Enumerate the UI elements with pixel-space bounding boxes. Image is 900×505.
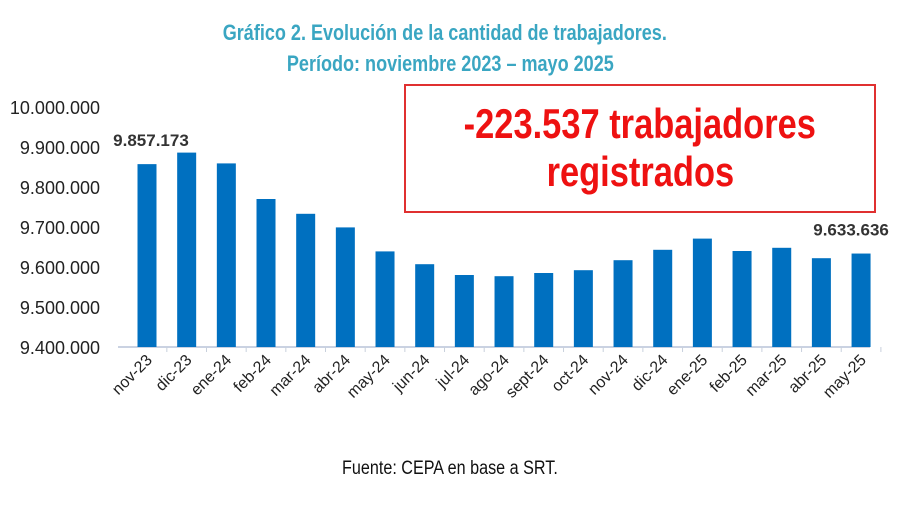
data-label-nov-23: 9.857.173 bbox=[113, 131, 189, 150]
x-tick-label: sept-24 bbox=[503, 352, 553, 402]
x-tick-label: may-25 bbox=[820, 352, 870, 402]
bar-ene-24 bbox=[216, 163, 236, 347]
y-tick-label: 9.500.000 bbox=[20, 298, 100, 318]
bar-abr-24 bbox=[335, 227, 355, 347]
y-tick-label: 9.800.000 bbox=[20, 178, 100, 198]
bar-jul-24 bbox=[454, 275, 474, 347]
bar-may-24 bbox=[375, 251, 395, 347]
x-tick-label: nov-24 bbox=[585, 352, 632, 399]
data-label-may-25: 9.633.636 bbox=[813, 221, 889, 240]
bar-ene-25 bbox=[692, 238, 712, 347]
x-tick-label: nov-23 bbox=[109, 352, 156, 399]
bar-mar-24 bbox=[296, 213, 316, 347]
bar-dic-23 bbox=[177, 152, 197, 347]
bar-jun-24 bbox=[415, 264, 435, 347]
bar-oct-24 bbox=[573, 270, 593, 347]
annotation-box: -223.537 trabajadores registrados bbox=[404, 84, 876, 213]
x-tick-label: ene-25 bbox=[664, 352, 711, 399]
annotation-line-2: registrados bbox=[546, 148, 734, 195]
chart-title: Gráfico 2. Evolución de la cantidad de t… bbox=[222, 20, 668, 45]
y-tick-label: 10.000.000 bbox=[10, 98, 100, 118]
x-tick-label: jun-24 bbox=[389, 352, 433, 396]
bar-dic-24 bbox=[653, 249, 673, 347]
chart-subtitle: Período: noviembre 2023 – mayo 2025 bbox=[286, 51, 614, 76]
bar-sept-24 bbox=[534, 273, 554, 347]
bar-may-25 bbox=[851, 253, 871, 347]
x-tick-label: ene-24 bbox=[188, 352, 235, 399]
x-tick-label: oct-24 bbox=[549, 352, 593, 396]
bar-abr-25 bbox=[811, 258, 831, 347]
y-tick-label: 9.900.000 bbox=[20, 138, 100, 158]
annotation-line-1: -223.537 trabajadores bbox=[463, 100, 817, 147]
bar-ago-24 bbox=[494, 276, 514, 347]
bar-feb-25 bbox=[732, 251, 752, 347]
x-tick-label: may-24 bbox=[344, 352, 394, 402]
bar-nov-24 bbox=[613, 260, 633, 347]
source-note: Fuente: CEPA en base a SRT. bbox=[342, 458, 558, 479]
x-tick-label: mar-25 bbox=[743, 352, 791, 400]
y-tick-label: 9.400.000 bbox=[20, 338, 100, 358]
bar-mar-25 bbox=[772, 247, 792, 347]
y-tick-label: 9.700.000 bbox=[20, 218, 100, 238]
x-tick-label: mar-24 bbox=[267, 352, 315, 400]
bar-feb-24 bbox=[256, 199, 276, 347]
y-tick-label: 9.600.000 bbox=[20, 258, 100, 278]
bar-nov-23 bbox=[137, 164, 157, 347]
